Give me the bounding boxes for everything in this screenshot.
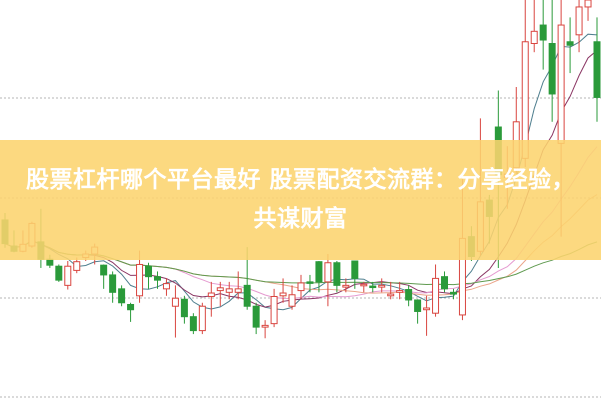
candle-body [584,0,592,8]
candle-body [593,41,601,98]
candle-body [351,260,359,279]
title-banner: 股票杠杆哪个平台最好 股票配资交流群：分享经验，共谋财富 [0,140,601,260]
candle-body [449,291,457,295]
candle-body [46,258,54,266]
candle-body [198,305,206,332]
candle-body [243,284,251,307]
candle-body [171,297,179,307]
candle-body [234,288,242,293]
candle-body [378,284,386,288]
candle-body [414,299,422,312]
candle-body [548,43,556,95]
candle-body [225,288,233,293]
candle-body [64,265,72,286]
candle-body [566,41,574,46]
candle-body [261,324,269,328]
candle-body [575,6,583,36]
candle-body [207,292,215,297]
candle-body [539,24,547,41]
candle-body [153,276,161,281]
candle-body [100,264,108,276]
candle-body [73,261,81,271]
candle-body [387,293,395,297]
candle-body [118,288,126,304]
candle-body [396,290,404,293]
candle-body [315,261,323,283]
candle-body [270,295,278,325]
candle-body [369,285,377,289]
candle-body [180,298,188,318]
candle-body [145,265,153,278]
candle-body [306,281,314,284]
candle-body [324,262,332,283]
candle-body [288,294,296,307]
candle-body [162,283,170,290]
candle-body [127,304,135,311]
candle-body [342,284,350,288]
candle-body [55,265,63,281]
candle-body [189,316,197,332]
banner-text: 股票杠杆哪个平台最好 股票配资交流群：分享经验，共谋财富 [25,167,575,232]
candle-body [252,305,260,328]
candle-body [216,287,224,292]
candle-body [405,289,413,301]
candle-body [530,30,538,44]
candle-body [333,262,341,286]
candle-body [279,292,287,297]
candle-body [441,276,449,290]
candle-body [109,274,117,293]
candle-body [360,283,368,287]
candle-body [297,282,305,292]
candle-body [136,263,144,297]
candle-body [557,24,565,144]
candle-body [423,307,431,311]
candle-body [432,277,440,314]
